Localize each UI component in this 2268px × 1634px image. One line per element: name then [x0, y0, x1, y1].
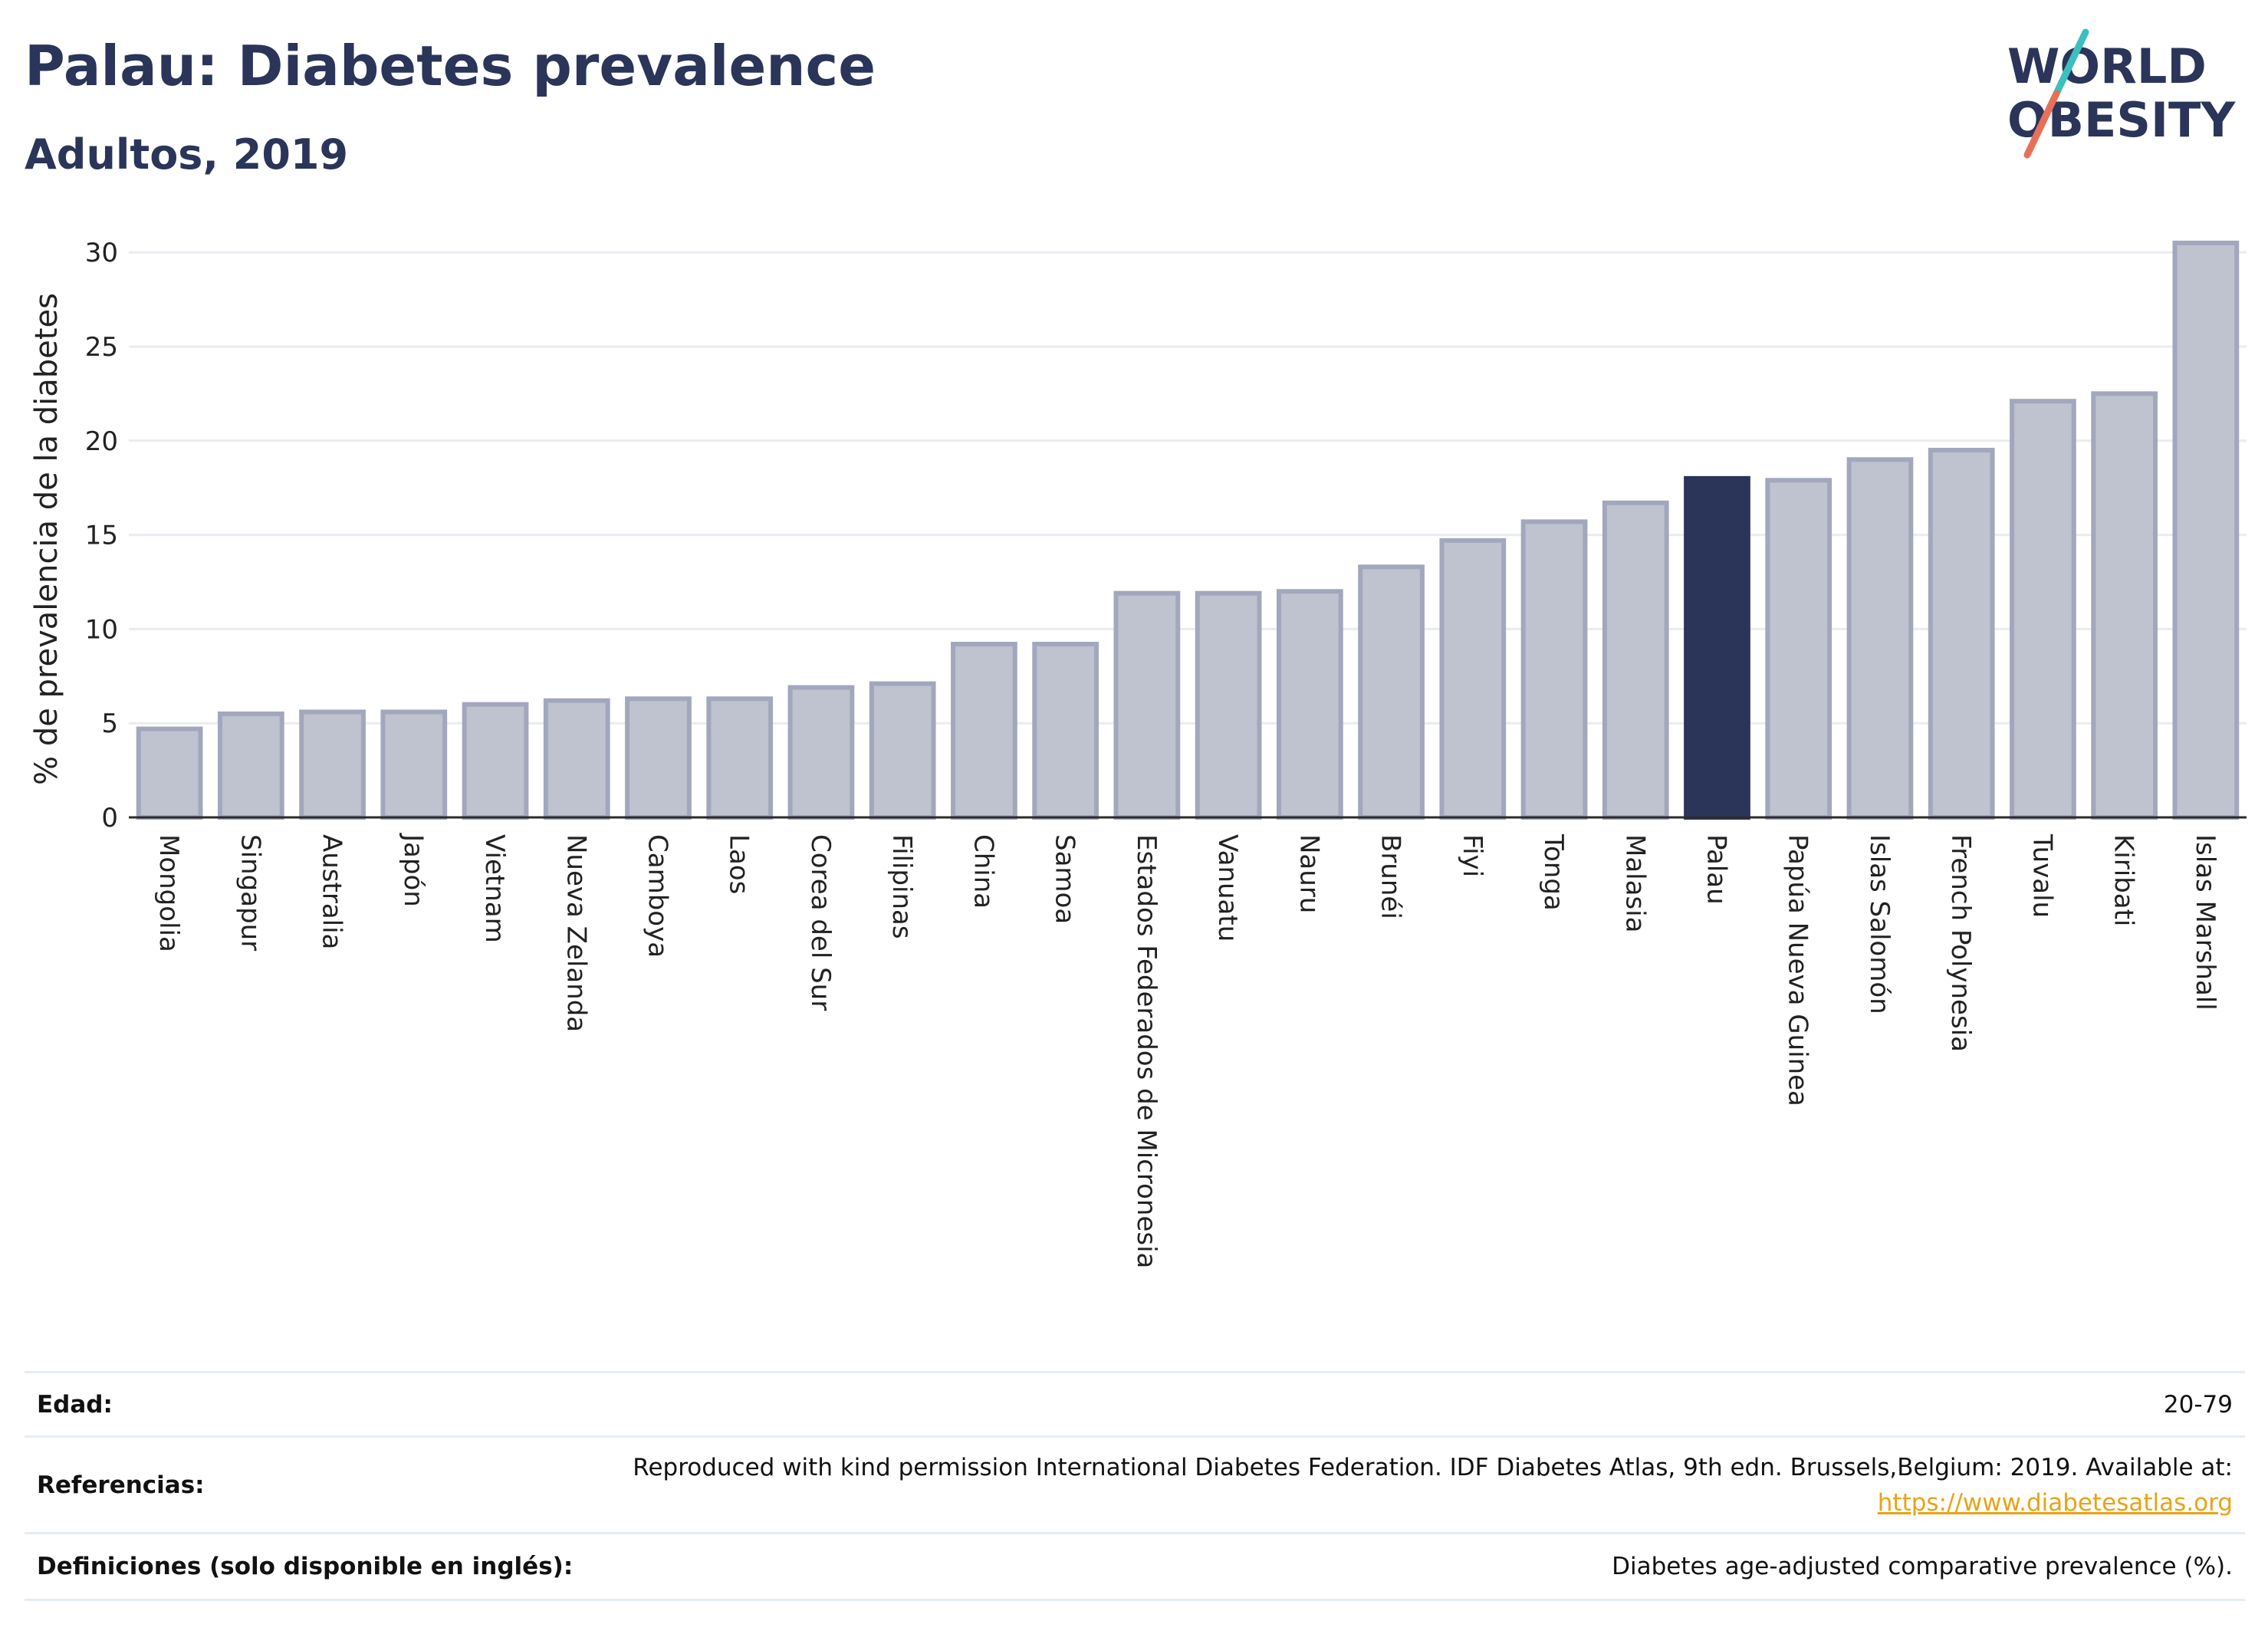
bar: [706, 696, 774, 820]
x-tick-label: Islas Marshall: [2190, 834, 2220, 1011]
y-axis-ticks: 0 5 10 15 20 25 30: [85, 238, 118, 833]
x-tick-label: Corea del Sur: [805, 834, 836, 1011]
bar: [1358, 564, 1425, 820]
references-text: Reproduced with kind permission Internat…: [633, 1453, 2233, 1481]
bar: [2172, 240, 2240, 820]
y-tick-label: 10: [85, 614, 118, 645]
x-tick-label: Palau: [1701, 834, 1732, 905]
chart-title: Palau: Diabetes prevalence: [25, 34, 876, 98]
x-tick-label: Kiribati: [2109, 834, 2139, 926]
diabetes-atlas-link[interactable]: https://www.diabetesatlas.org: [1877, 1488, 2233, 1517]
x-tick-label: Camboya: [643, 834, 673, 958]
logo-line-1: WORLD: [2007, 38, 2207, 94]
x-tick-label: Fiyi: [1457, 834, 1487, 877]
y-tick-label: 0: [101, 803, 118, 833]
x-tick-label: Papúa Nueva Guinea: [1783, 834, 1813, 1106]
x-tick-label: Estados Federados de Micronesia: [1131, 834, 1162, 1268]
y-tick-label: 5: [101, 709, 118, 739]
bar: [869, 681, 936, 820]
y-tick-label: 30: [85, 238, 118, 268]
bar: [1846, 457, 1914, 820]
bar-chart: 0 5 10 15 20 25 30 Mongolia Singapur Australia Ja…: [29, 238, 2247, 1268]
bars: [136, 240, 2240, 820]
y-tick-label: 25: [85, 332, 118, 363]
definitions-label: Definiciones (solo disponible en inglés)…: [37, 1553, 574, 1580]
x-tick-label: Nauru: [1293, 834, 1324, 913]
y-axis-title: % de prevalencia de la diabetes: [29, 293, 64, 785]
age-value: 20-79: [2163, 1390, 2233, 1419]
x-tick-label: French Polynesia: [1945, 834, 1976, 1052]
bar: [1032, 642, 1099, 820]
bar: [1602, 500, 1669, 820]
bar: [462, 702, 529, 820]
y-tick-label: 15: [85, 521, 118, 551]
world-obesity-logo[interactable]: WORLD OBESITY: [1994, 23, 2254, 161]
x-tick-label: Singapur: [235, 834, 265, 951]
bar: [1439, 538, 1507, 820]
chart-subtitle: Adultos, 2019: [25, 130, 349, 179]
age-label: Edad:: [37, 1390, 113, 1419]
x-tick-label: Brunéi: [1376, 834, 1406, 919]
bar: [625, 696, 692, 820]
logo-slash-teal: [2053, 28, 2089, 97]
bar: [380, 709, 448, 820]
bar: [1928, 448, 1995, 820]
info-row-definitions: Definiciones (solo disponible en inglés)…: [25, 1532, 2245, 1601]
x-axis-ticks: Mongolia Singapur Australia Japón Vietnam Nue…: [153, 833, 2220, 1268]
bar: [543, 698, 610, 820]
x-tick-label: Samoa: [1050, 834, 1080, 924]
x-tick-label: Vietnam: [479, 834, 510, 943]
y-tick-label: 20: [85, 426, 118, 457]
x-tick-label: Malasia: [1619, 834, 1650, 932]
bar: [2010, 399, 2076, 820]
bar: [2091, 391, 2158, 820]
info-table: Edad: 20-79 Referencias: Reproduced with…: [25, 1371, 2245, 1601]
info-row-references: Referencias: Reproduced with kind permis…: [25, 1435, 2245, 1532]
x-tick-label: Laos: [724, 834, 754, 894]
bar: [1520, 519, 1588, 820]
x-tick-label: Australia: [317, 834, 347, 949]
definitions-value: Diabetes age-adjusted comparative preval…: [1612, 1553, 2233, 1580]
bar: [217, 711, 284, 820]
bar: [136, 726, 203, 820]
bar: [1113, 590, 1181, 820]
bar: [951, 642, 1017, 820]
bar: [787, 685, 855, 820]
x-tick-label: Japón: [398, 833, 429, 907]
bar: [1195, 590, 1262, 820]
references-label: Referencias:: [37, 1471, 205, 1499]
bar-highlight: [1684, 475, 1750, 820]
x-tick-label: China: [968, 834, 998, 909]
x-tick-label: Vanuatu: [1212, 834, 1243, 942]
bar: [1276, 589, 1343, 820]
bar: [1765, 478, 1832, 820]
x-tick-label: Tonga: [1538, 833, 1569, 911]
x-tick-label: Islas Salomón: [1864, 834, 1895, 1014]
x-tick-label: Nueva Zelanda: [560, 834, 591, 1032]
references-value: Reproduced with kind permission Internat…: [633, 1450, 2233, 1521]
x-tick-label: Mongolia: [153, 834, 184, 952]
bar: [299, 709, 366, 820]
x-tick-label: Filipinas: [886, 834, 917, 939]
info-row-age: Edad: 20-79: [25, 1371, 2245, 1435]
logo-slash-coral: [2023, 90, 2060, 159]
x-tick-label: Tuvalu: [2026, 833, 2057, 918]
